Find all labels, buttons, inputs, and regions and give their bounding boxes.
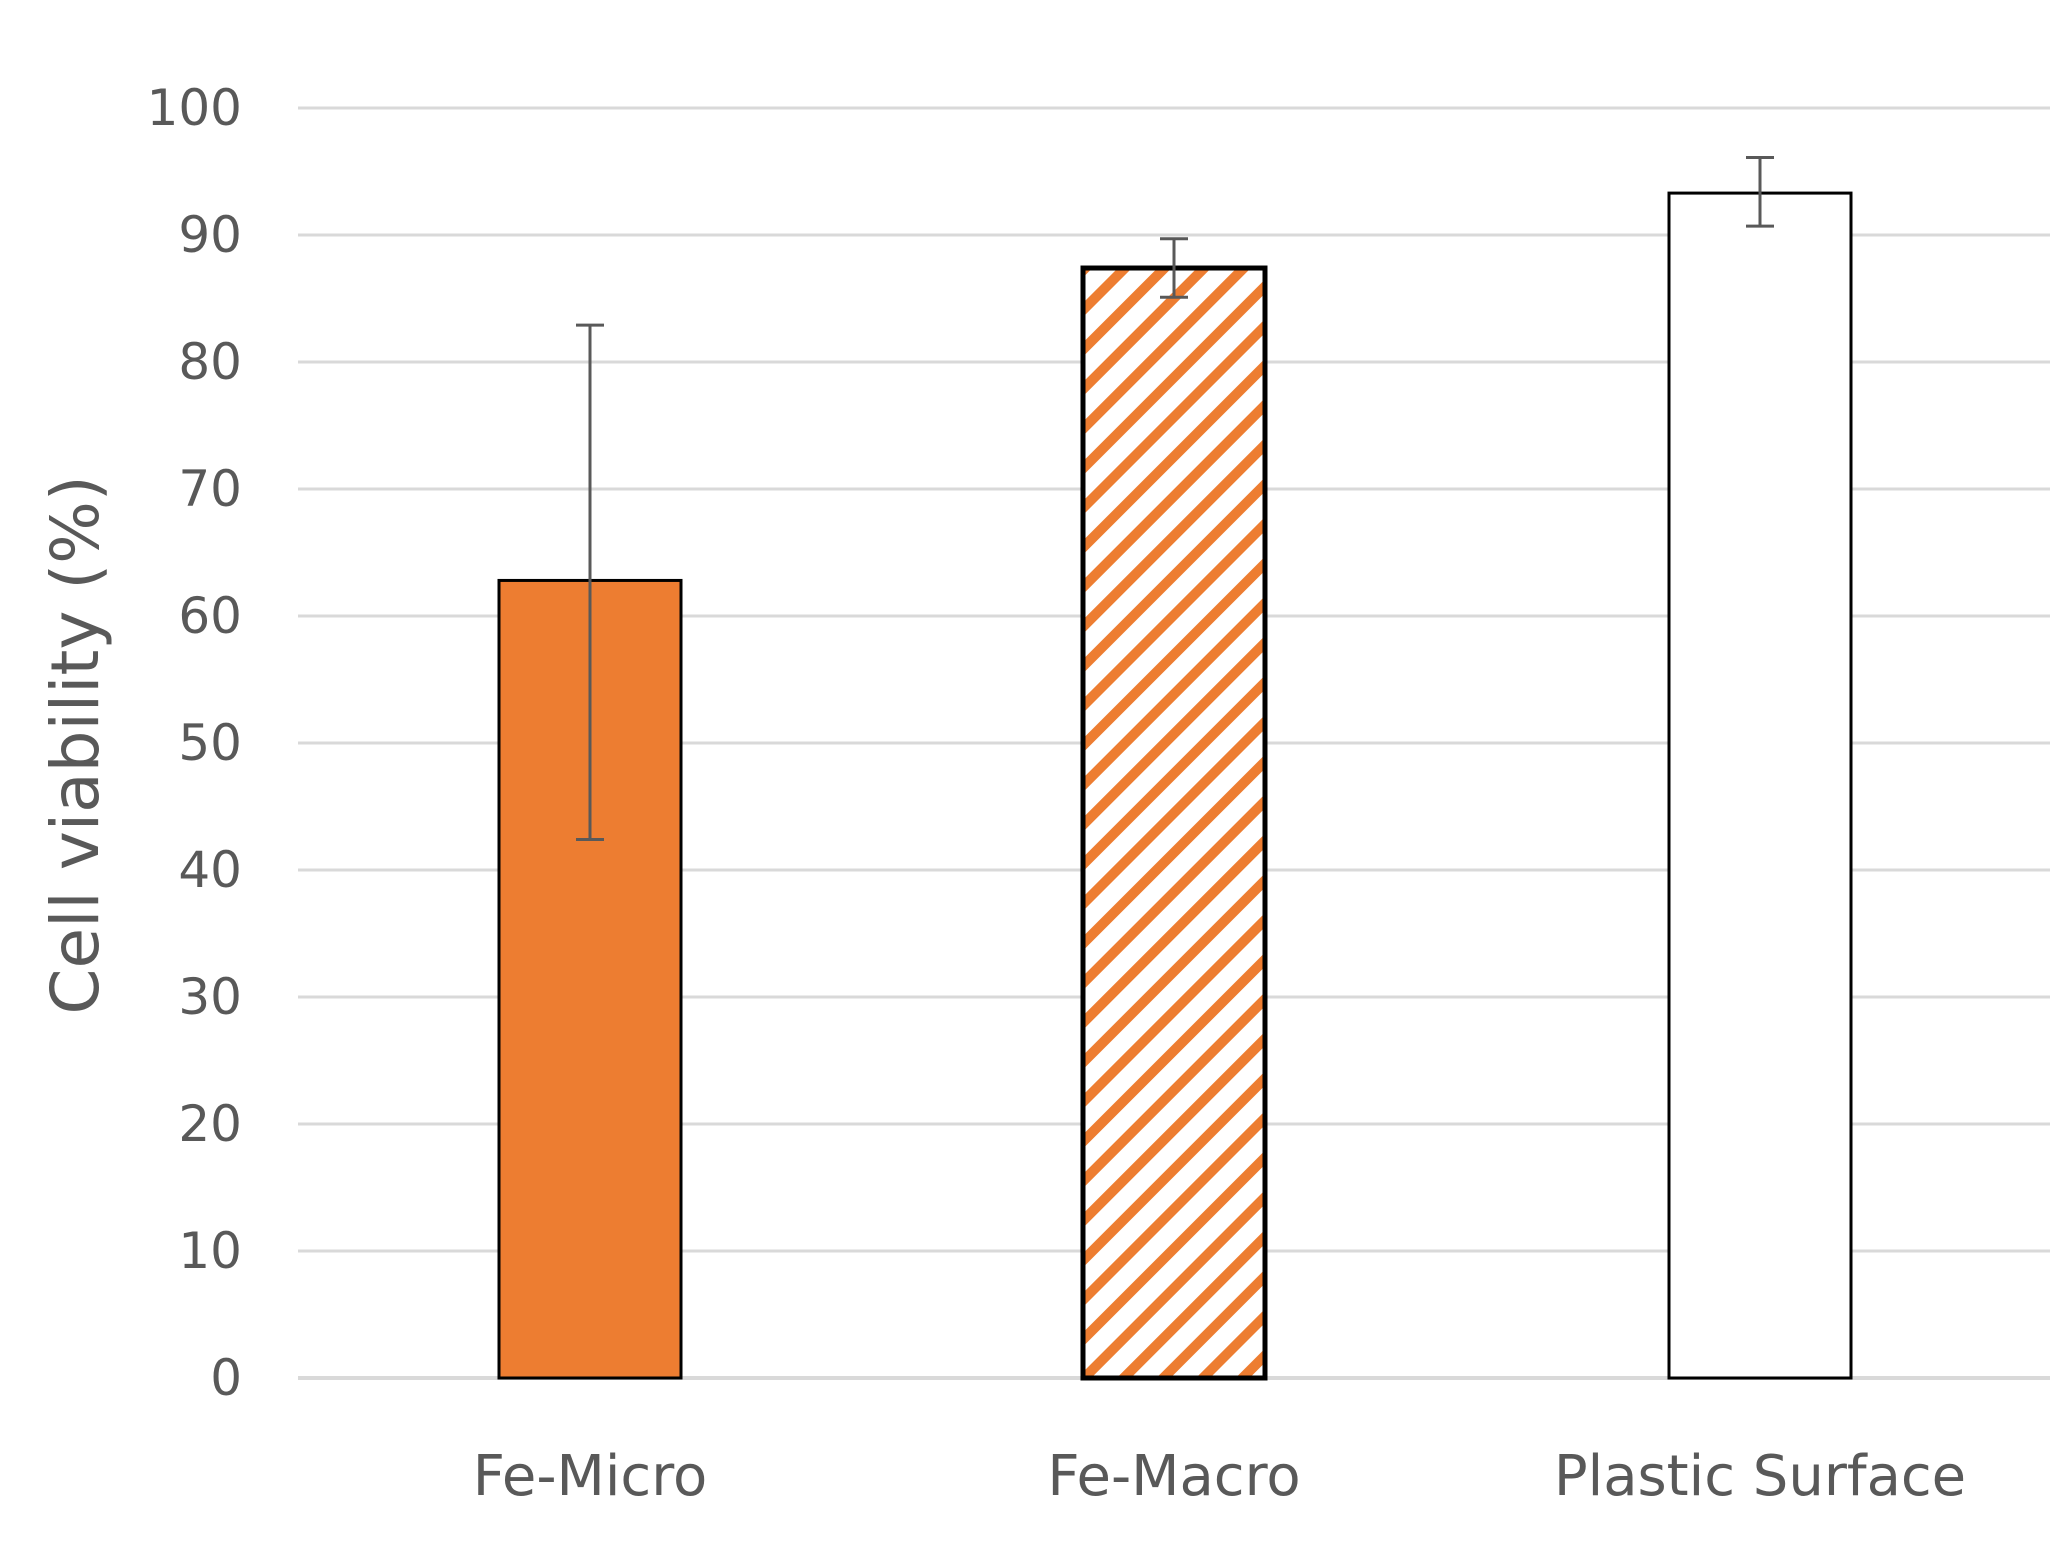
- y-tick-label: 40: [178, 841, 242, 899]
- y-tick-label: 100: [147, 79, 242, 137]
- y-tick-label: 70: [178, 460, 242, 518]
- error-bars: [576, 156, 1774, 842]
- x-category-label: Fe-Micro: [473, 1444, 708, 1509]
- bar-plastic-surface: [1667, 191, 1853, 1380]
- x-category-label: Fe-Macro: [1047, 1444, 1300, 1509]
- y-axis-tick-labels: 0 10 20 30 40 50 60 70 80 90 100: [147, 79, 242, 1407]
- x-axis-category-labels: Fe-Micro Fe-Macro Plastic Surface: [473, 1444, 1966, 1509]
- bars: [497, 191, 1853, 1381]
- y-tick-label: 20: [178, 1095, 242, 1153]
- y-tick-label: 60: [178, 587, 242, 645]
- y-tick-label: 90: [178, 206, 242, 264]
- y-axis-title: Cell viability (%): [37, 475, 114, 1014]
- y-tick-label: 80: [178, 333, 242, 391]
- x-category-label: Plastic Surface: [1554, 1444, 1966, 1509]
- y-tick-label: 0: [210, 1349, 242, 1407]
- y-tick-label: 10: [178, 1222, 242, 1280]
- bar-fe-macro: [1080, 265, 1268, 1381]
- y-tick-label: 30: [178, 968, 242, 1026]
- y-tick-label: 50: [178, 714, 242, 772]
